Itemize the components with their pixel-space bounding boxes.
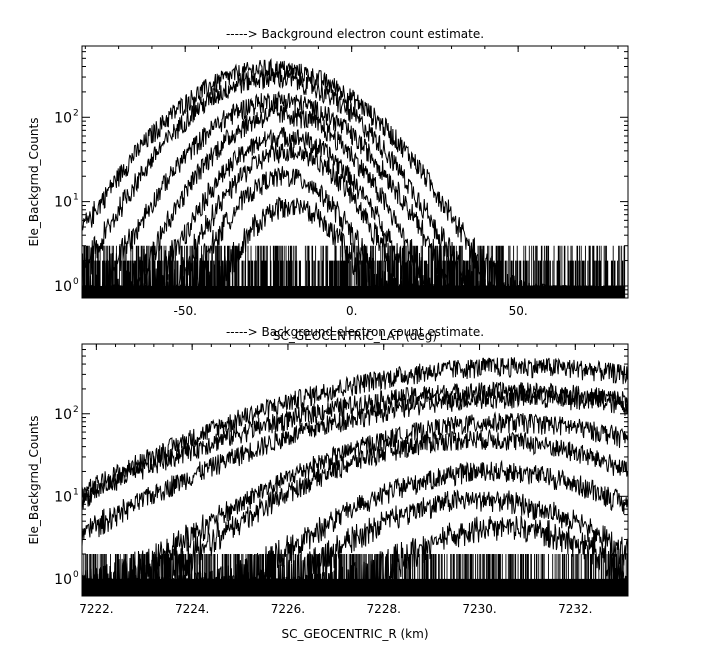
radius-x-ticks: 7222. 7224. 7226. 7228. 7230. 7232.: [79, 344, 615, 616]
latitude-x-ticks: -50. 0. 50.: [84, 46, 619, 318]
radius-chart-title: -----> Background electron count estimat…: [226, 325, 484, 339]
latitude-y-tick-label: 10: [54, 195, 72, 211]
radius-series-3: [82, 411, 628, 596]
latitude-series-0: [82, 58, 626, 298]
radius-series-5: [82, 459, 628, 596]
radius-y-tick-label: 10: [54, 407, 72, 423]
radius-series-1: [82, 381, 628, 509]
radius-y-tick-exponent: 2: [73, 405, 79, 415]
radius-y-tick-label: 10: [54, 489, 72, 505]
radius-y-tick-exponent: 1: [73, 487, 79, 497]
radius-x-tick-label: 7230.: [462, 602, 496, 616]
radius-series-7: [82, 515, 628, 596]
radius-x-tick-label: 7228.: [367, 602, 401, 616]
latitude-x-axis-label: SC_GEOCENTRIC_LAT (deg): [273, 329, 437, 343]
radius-y-tick-exponent: 0: [73, 570, 79, 580]
latitude-x-tick-label: 50.: [509, 304, 528, 318]
radius-x-tick-label: 7232.: [558, 602, 592, 616]
radius-x-tick-label: 7226.: [271, 602, 305, 616]
radius-series-group: [82, 357, 628, 596]
latitude-y-tick-exponent: 2: [73, 108, 79, 118]
radius-y-axis-label: Ele_Backgrnd_Counts: [27, 416, 41, 545]
latitude-y-tick-exponent: 1: [73, 193, 79, 203]
radius-plot-frame: [81, 343, 629, 597]
latitude-x-tick-label: -50.: [173, 304, 196, 318]
radius-series-6: [82, 489, 628, 596]
radius-y-tick-label: 10: [54, 572, 72, 588]
radius-x-tick-label: 7222.: [79, 602, 113, 616]
latitude-chart-title: -----> Background electron count estimat…: [226, 27, 484, 41]
latitude-plot-frame: [81, 45, 629, 299]
latitude-y-tick-label: 10: [54, 110, 72, 126]
radius-x-axis-label: SC_GEOCENTRIC_R (km): [282, 627, 429, 641]
latitude-series-4: [82, 126, 626, 298]
radius-x-tick-label: 7224.: [175, 602, 209, 616]
latitude-series-group: [82, 58, 626, 298]
radius-series-2: [82, 387, 628, 547]
latitude-series-7: [82, 196, 625, 298]
radius-series-4: [82, 429, 628, 596]
radius-series-0: [82, 357, 628, 504]
latitude-y-tick-exponent: 0: [73, 277, 79, 287]
latitude-y-axis-label: Ele_Backgrnd_Counts: [27, 118, 41, 247]
latitude-x-tick-label: 0.: [346, 304, 357, 318]
latitude-series-5: [82, 142, 626, 298]
latitude-series-6: [82, 166, 625, 298]
latitude-y-tick-label: 10: [54, 279, 72, 295]
